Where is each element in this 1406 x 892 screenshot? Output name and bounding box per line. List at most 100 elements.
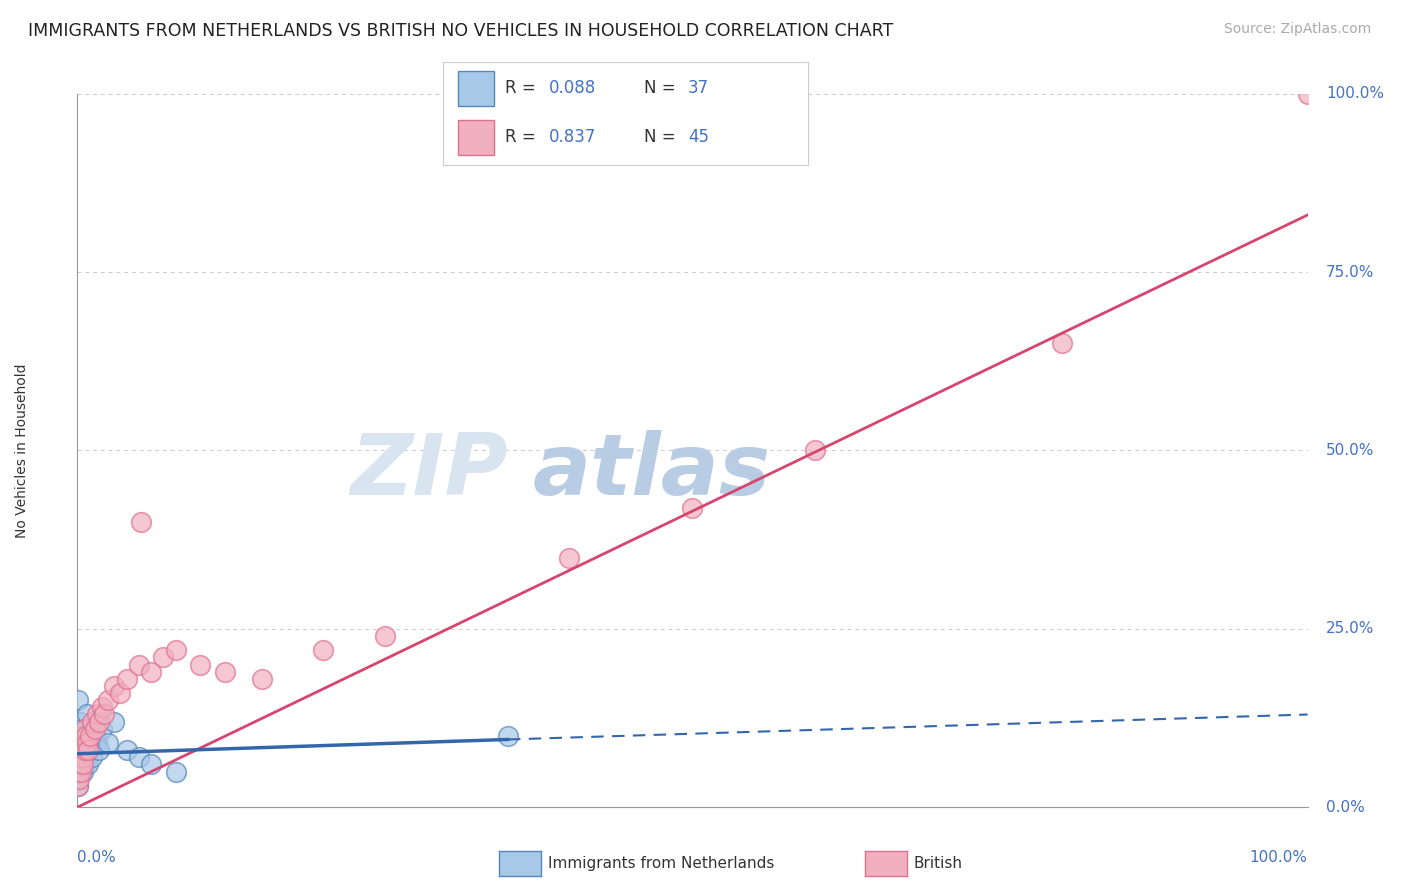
Point [69, 757, 91, 772]
Point [128, 750, 150, 764]
Point [77, 757, 100, 772]
Text: R =: R = [505, 79, 541, 97]
Point [67, 764, 90, 779]
Point [76, 736, 98, 750]
Point [67, 693, 90, 707]
Point [70, 743, 93, 757]
Point [129, 515, 153, 529]
Point [69, 750, 91, 764]
Point [312, 643, 335, 657]
Point [75, 743, 97, 757]
Point [103, 679, 125, 693]
Point [682, 500, 704, 515]
Point [75, 729, 97, 743]
Point [79, 736, 101, 750]
Point [73, 736, 96, 750]
Point [1050, 336, 1073, 351]
Point [89, 714, 111, 729]
Point [67, 729, 90, 743]
Text: Source: ZipAtlas.com: Source: ZipAtlas.com [1223, 22, 1371, 37]
Text: 75.0%: 75.0% [1326, 265, 1375, 279]
Point [72, 750, 94, 764]
Point [128, 657, 150, 672]
Point [69, 736, 91, 750]
Point [83, 722, 105, 736]
Point [115, 743, 138, 757]
Point [214, 665, 236, 679]
Point [73, 736, 96, 750]
Point [90, 700, 114, 714]
Point [75, 757, 97, 772]
Text: 25.0%: 25.0% [1326, 622, 1375, 636]
Point [67, 743, 90, 757]
Point [69, 750, 91, 764]
Point [496, 729, 519, 743]
Point [82, 750, 104, 764]
Point [82, 714, 104, 729]
Text: 100.0%: 100.0% [1326, 87, 1384, 101]
Text: British: British [914, 856, 963, 871]
Point [110, 686, 132, 700]
Point [70, 764, 93, 779]
Point [80, 743, 103, 757]
Point [86, 707, 108, 722]
Point [67, 750, 90, 764]
Point [69, 714, 91, 729]
Point [250, 672, 273, 686]
Point [73, 722, 96, 736]
Text: N =: N = [644, 79, 681, 97]
Point [67, 779, 90, 793]
Point [69, 750, 91, 764]
Text: N =: N = [644, 128, 681, 146]
Point [67, 772, 90, 786]
Point [89, 743, 111, 757]
Point [141, 665, 163, 679]
Point [141, 757, 163, 772]
Point [165, 643, 187, 657]
Point [70, 722, 93, 736]
Bar [457, 120, 494, 155]
Point [70, 729, 93, 743]
Point [152, 650, 174, 665]
Text: 0.088: 0.088 [548, 79, 596, 97]
Point [97, 693, 120, 707]
Point [66, 779, 89, 793]
Point [76, 707, 98, 722]
Text: ZIP: ZIP [350, 430, 508, 514]
Point [79, 729, 101, 743]
Point [73, 729, 96, 743]
Point [70, 743, 93, 757]
Text: 50.0%: 50.0% [1326, 443, 1375, 458]
Point [72, 750, 94, 764]
Point [72, 757, 94, 772]
Point [77, 743, 100, 757]
Text: 100.0%: 100.0% [1250, 850, 1308, 865]
Point [86, 736, 108, 750]
Point [67, 764, 90, 779]
Point [1296, 87, 1319, 101]
Point [374, 629, 396, 643]
Text: 45: 45 [688, 128, 709, 146]
Point [72, 764, 94, 779]
Text: R =: R = [505, 128, 541, 146]
Point [70, 757, 93, 772]
Text: IMMIGRANTS FROM NETHERLANDS VS BRITISH NO VEHICLES IN HOUSEHOLD CORRELATION CHAR: IMMIGRANTS FROM NETHERLANDS VS BRITISH N… [28, 22, 893, 40]
Point [93, 707, 115, 722]
Point [558, 550, 581, 565]
Point [75, 750, 97, 764]
Point [83, 729, 105, 743]
Point [90, 722, 114, 736]
Text: atlas: atlas [533, 430, 770, 514]
Point [69, 736, 91, 750]
Text: 0.0%: 0.0% [77, 850, 117, 865]
Point [97, 736, 120, 750]
Text: 0.0%: 0.0% [1326, 800, 1365, 814]
Text: 37: 37 [688, 79, 709, 97]
Bar [457, 70, 494, 105]
Point [67, 743, 90, 757]
Point [165, 764, 187, 779]
Point [76, 743, 98, 757]
Point [804, 443, 827, 458]
Point [115, 672, 138, 686]
Point [103, 714, 125, 729]
